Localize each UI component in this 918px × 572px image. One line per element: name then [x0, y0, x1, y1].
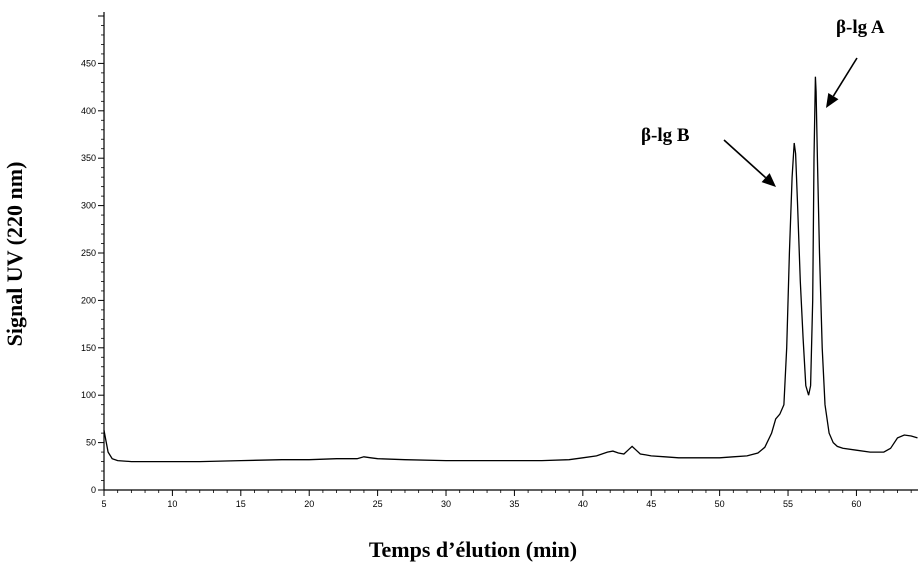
x-tick-label: 15 — [236, 499, 246, 509]
x-axis-ticks: 5 10 15 20 25 30 35 40 45 50 55 60 — [101, 490, 912, 509]
y-tick-label: 0 — [91, 485, 96, 495]
annotation-beta-lg-a: β-lg A — [826, 17, 885, 108]
annotation-label-beta-lg-a: β-lg A — [836, 17, 885, 38]
x-tick-label: 10 — [167, 499, 177, 509]
y-tick-label: 400 — [81, 106, 96, 116]
x-tick-label: 45 — [646, 499, 656, 509]
annotation-arrow-beta-lg-b — [723, 139, 767, 179]
annotation-arrow-beta-lg-a — [832, 57, 858, 97]
arrow-head-icon — [761, 173, 776, 187]
y-axis-title: Signal UV (220 nm) — [2, 162, 27, 347]
y-tick-label: 100 — [81, 390, 96, 400]
x-tick-label: 20 — [304, 499, 314, 509]
x-tick-label: 50 — [715, 499, 725, 509]
x-tick-label: 25 — [373, 499, 383, 509]
x-tick-label: 40 — [578, 499, 588, 509]
y-tick-label: 250 — [81, 248, 96, 258]
x-tick-label: 55 — [783, 499, 793, 509]
y-tick-label: 350 — [81, 153, 96, 163]
x-tick-label: 35 — [509, 499, 519, 509]
axes — [103, 12, 918, 491]
x-axis-title: Temps d’élution (min) — [369, 537, 577, 562]
x-tick-label: 30 — [441, 499, 451, 509]
y-axis-ticks: 0 50 100 150 200 250 300 350 400 450 — [81, 15, 104, 495]
annotation-label-beta-lg-b: β-lg B — [641, 125, 690, 146]
x-tick-label: 5 — [101, 499, 106, 509]
y-tick-label: 50 — [86, 438, 96, 448]
y-tick-label: 200 — [81, 295, 96, 305]
annotation-beta-lg-b: β-lg B — [641, 125, 776, 187]
x-tick-label: 60 — [851, 499, 861, 509]
y-tick-label: 450 — [81, 58, 96, 68]
uv-signal-trace — [103, 76, 918, 463]
y-tick-label: 300 — [81, 201, 96, 211]
y-tick-label: 150 — [81, 343, 96, 353]
arrow-head-icon — [826, 92, 839, 108]
